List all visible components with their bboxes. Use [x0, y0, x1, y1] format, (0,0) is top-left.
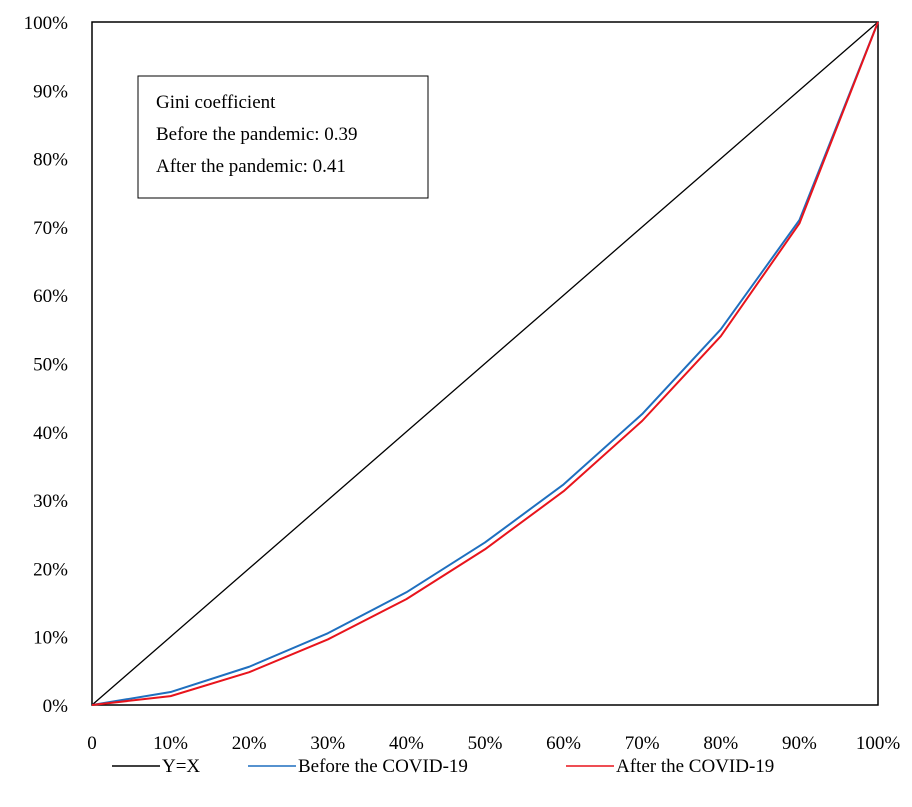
annotation-line-3: After the pandemic: 0.41: [156, 156, 346, 177]
x-tick-label: 60%: [546, 733, 581, 754]
y-axis-tick-labels: 0% 10% 20% 30% 40% 50% 60% 70% 80% 90% 100%: [24, 13, 69, 717]
x-tick-label: 70%: [625, 733, 660, 754]
x-tick-label: 90%: [782, 733, 817, 754]
x-tick-label: 100%: [856, 733, 901, 754]
y-tick-label: 90%: [33, 81, 68, 102]
y-tick-label: 100%: [24, 13, 69, 34]
y-tick-label: 40%: [33, 423, 68, 444]
annotation-line-1: Gini coefficient: [156, 92, 276, 113]
x-tick-label: 50%: [468, 733, 503, 754]
y-tick-label: 0%: [43, 696, 69, 717]
legend-label-after: After the COVID-19: [616, 756, 774, 777]
x-tick-label: 0: [87, 733, 97, 754]
legend-label-before: Before the COVID-19: [298, 756, 468, 777]
series-line-2: [91, 21, 879, 706]
y-tick-label: 60%: [33, 286, 68, 307]
y-tick-label: 70%: [33, 218, 68, 239]
x-tick-label: 80%: [703, 733, 738, 754]
y-tick-label: 80%: [33, 150, 68, 171]
y-tick-label: 50%: [33, 355, 68, 376]
x-tick-label: 40%: [389, 733, 424, 754]
annotation-border: [137, 75, 429, 199]
legend: Y=X Before the COVID-19 After the COVID-…: [112, 756, 774, 777]
series-line-3: [91, 21, 879, 706]
x-tick-label: 20%: [232, 733, 267, 754]
legend-label-y-equals-x: Y=X: [162, 756, 200, 777]
y-tick-label: 30%: [33, 491, 68, 512]
annotation-box: Gini coefficient Before the pandemic: 0.…: [137, 75, 429, 199]
x-tick-label: 30%: [310, 733, 345, 754]
annotation-line-2: Before the pandemic: 0.39: [156, 124, 358, 145]
x-axis-tick-labels: 0 10% 20% 30% 40% 50% 60% 70% 80% 90% 100%: [87, 733, 900, 754]
y-tick-label: 10%: [33, 628, 68, 649]
y-tick-label: 20%: [33, 559, 68, 580]
series-line-1: [91, 21, 879, 706]
series-layer: [91, 21, 879, 706]
x-tick-label: 10%: [153, 733, 188, 754]
